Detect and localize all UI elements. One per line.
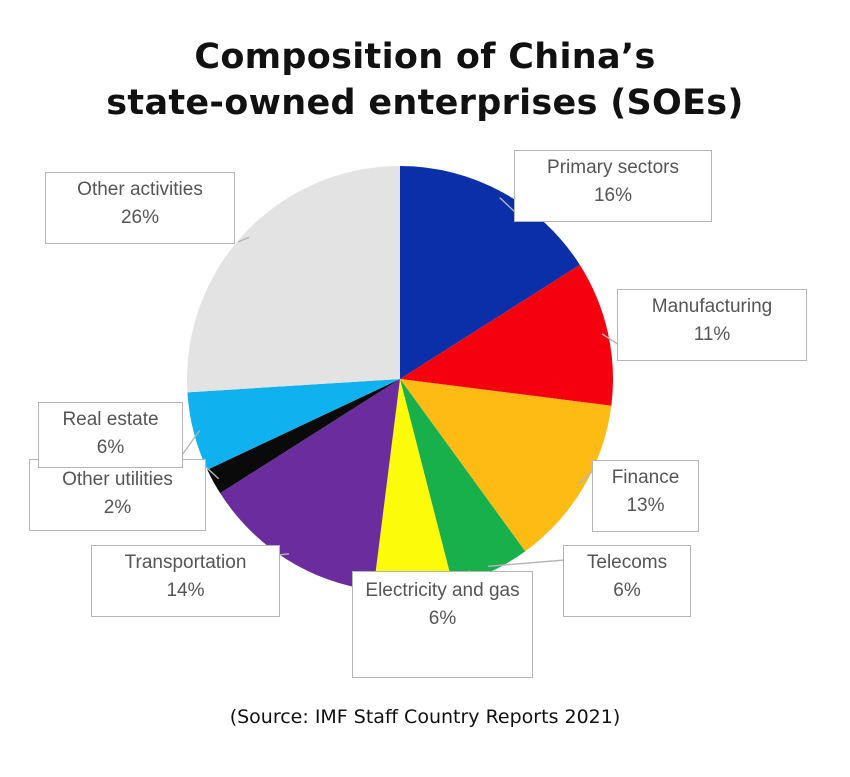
label-electricity-and-gas-name: Electricity and gas [365, 580, 520, 601]
label-manufacturing-name: Manufacturing [651, 296, 773, 317]
label-other-utilities-value: 2% [103, 497, 132, 518]
title-line-2: state-owned enterprises (SOEs) [106, 83, 744, 123]
title-line-1: Composition of China’s [194, 37, 656, 77]
leader-line-other-activities [237, 236, 250, 243]
label-other-activities-name: Other activities [77, 179, 203, 200]
leader-line-telecoms [488, 559, 566, 567]
source-note: (Source: IMF Staff Country Reports 2021) [229, 706, 621, 728]
label-telecoms-name: Telecoms [586, 552, 668, 573]
pie-slice-electricity-and-gas [373, 379, 453, 593]
label-other-activities-value: 26% [120, 207, 160, 228]
pie-slice-telecoms [400, 379, 526, 586]
label-real-estate: Real estate 6% [38, 402, 183, 468]
pie-slice-other-activities [187, 166, 400, 393]
label-real-estate-name: Real estate [62, 409, 159, 430]
leader-line-manufacturing [601, 333, 620, 346]
leader-line-real-estate [181, 430, 201, 456]
label-finance-name: Finance [611, 467, 680, 488]
label-primary-sectors: Primary sectors 16% [514, 150, 712, 222]
label-real-estate-value: 6% [96, 437, 125, 458]
label-finance-value: 13% [626, 495, 665, 516]
label-other-utilities-name: Other utilities [62, 469, 173, 490]
pie-slice-real-estate [187, 379, 400, 470]
pie-slice-transportation [220, 379, 400, 591]
leader-line-finance [577, 469, 595, 485]
chart-title: Composition of China’s state-owned enter… [0, 34, 850, 126]
pie-slice-finance [400, 379, 612, 552]
label-transportation-name: Transportation [124, 552, 247, 573]
pie-slice-other-utilities [207, 379, 400, 494]
label-finance: Finance 13% [592, 460, 699, 532]
label-telecoms-value: 6% [613, 580, 641, 601]
label-other-utilities: Other utilities 2% [29, 459, 206, 531]
label-electricity-and-gas-value: 6% [428, 608, 457, 629]
label-primary-sectors-name: Primary sectors [547, 157, 679, 178]
leader-line-primary-sectors [499, 197, 517, 214]
label-primary-sectors-value: 16% [593, 185, 633, 206]
leader-line-other-utilities [205, 466, 220, 480]
label-transportation: Transportation 14% [91, 545, 280, 617]
label-other-activities: Other activities 26% [45, 172, 235, 244]
pie-slice-manufacturing [400, 264, 613, 406]
label-manufacturing: Manufacturing 11% [617, 289, 807, 361]
label-manufacturing-value: 11% [693, 324, 731, 345]
label-electricity-and-gas: Electricity and gas 6% [352, 571, 533, 678]
label-transportation-value: 14% [166, 580, 205, 601]
label-telecoms: Telecoms 6% [563, 545, 691, 617]
